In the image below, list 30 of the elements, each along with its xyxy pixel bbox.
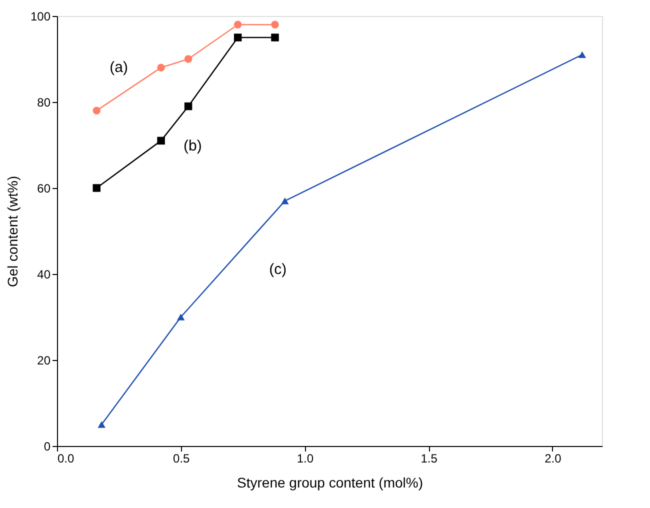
- point: [184, 55, 192, 63]
- series-label: (b): [184, 138, 202, 154]
- x-tick-label: 0.5: [173, 452, 190, 466]
- y-tick-label: 40: [37, 268, 51, 282]
- series-label: (a): [110, 59, 128, 76]
- y-tick-label: 60: [37, 182, 51, 196]
- point: [271, 34, 279, 42]
- point: [92, 184, 101, 192]
- point: [157, 136, 165, 145]
- point: [98, 421, 106, 428]
- point: [578, 51, 586, 58]
- point: [281, 198, 289, 204]
- point: [234, 20, 242, 28]
- y-tick-label: 100: [30, 10, 51, 24]
- point: [176, 314, 185, 320]
- point: [157, 64, 165, 72]
- y-tick-label: 20: [37, 354, 51, 368]
- y-axis-title: Gel content (wt%): [4, 176, 20, 288]
- y-tick-label: 0: [44, 440, 51, 454]
- point: [234, 34, 242, 42]
- point: [184, 102, 192, 110]
- x-axis-title: Styrene group content (mol%): [237, 474, 423, 490]
- series-label: (c): [269, 260, 287, 278]
- x-tick-label: 1.0: [296, 452, 314, 466]
- point: [271, 20, 279, 28]
- point: [92, 106, 101, 114]
- y-tick-label: 80: [37, 96, 51, 110]
- x-tick-label: 0.0: [58, 452, 75, 466]
- x-tick-label: 2.0: [544, 452, 562, 466]
- x-tick-label: 1.5: [420, 452, 438, 466]
